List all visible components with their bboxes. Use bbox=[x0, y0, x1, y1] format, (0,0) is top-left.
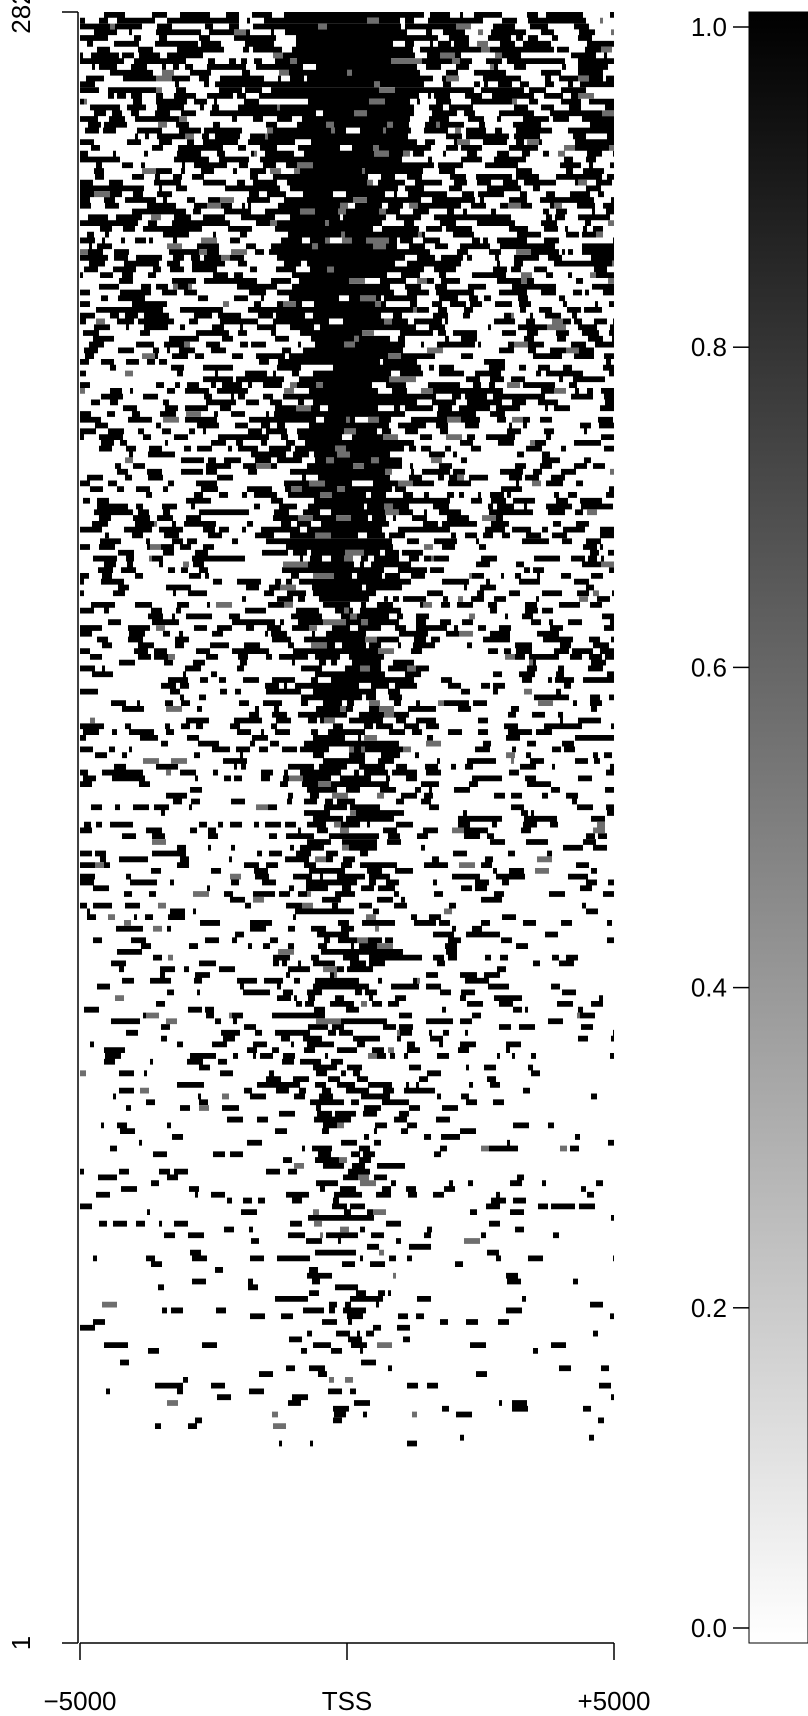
heatmap-cells bbox=[80, 12, 614, 1447]
y-tick-label-top: 282 bbox=[6, 0, 36, 34]
colorbar bbox=[748, 11, 808, 1644]
colorbar-tick-label: 1.0 bbox=[691, 12, 727, 42]
x-tick-label-left: −5000 bbox=[43, 1686, 116, 1716]
y-tick-label-bottom: 1 bbox=[6, 1636, 36, 1650]
x-tick-label-center: TSS bbox=[322, 1686, 373, 1716]
colorbar-ticks: 0.0 0.2 0.4 0.6 0.8 1.0 bbox=[691, 12, 749, 1643]
colorbar-tick-label: 0.6 bbox=[691, 652, 727, 682]
colorbar-tick-label: 0.4 bbox=[691, 973, 727, 1003]
colorbar-tick-label: 0.8 bbox=[691, 332, 727, 362]
colorbar-tick-label: 0.2 bbox=[691, 1293, 727, 1323]
colorbar-tick-label: 0.0 bbox=[691, 1613, 727, 1643]
x-tick-label-right: +5000 bbox=[577, 1686, 650, 1716]
